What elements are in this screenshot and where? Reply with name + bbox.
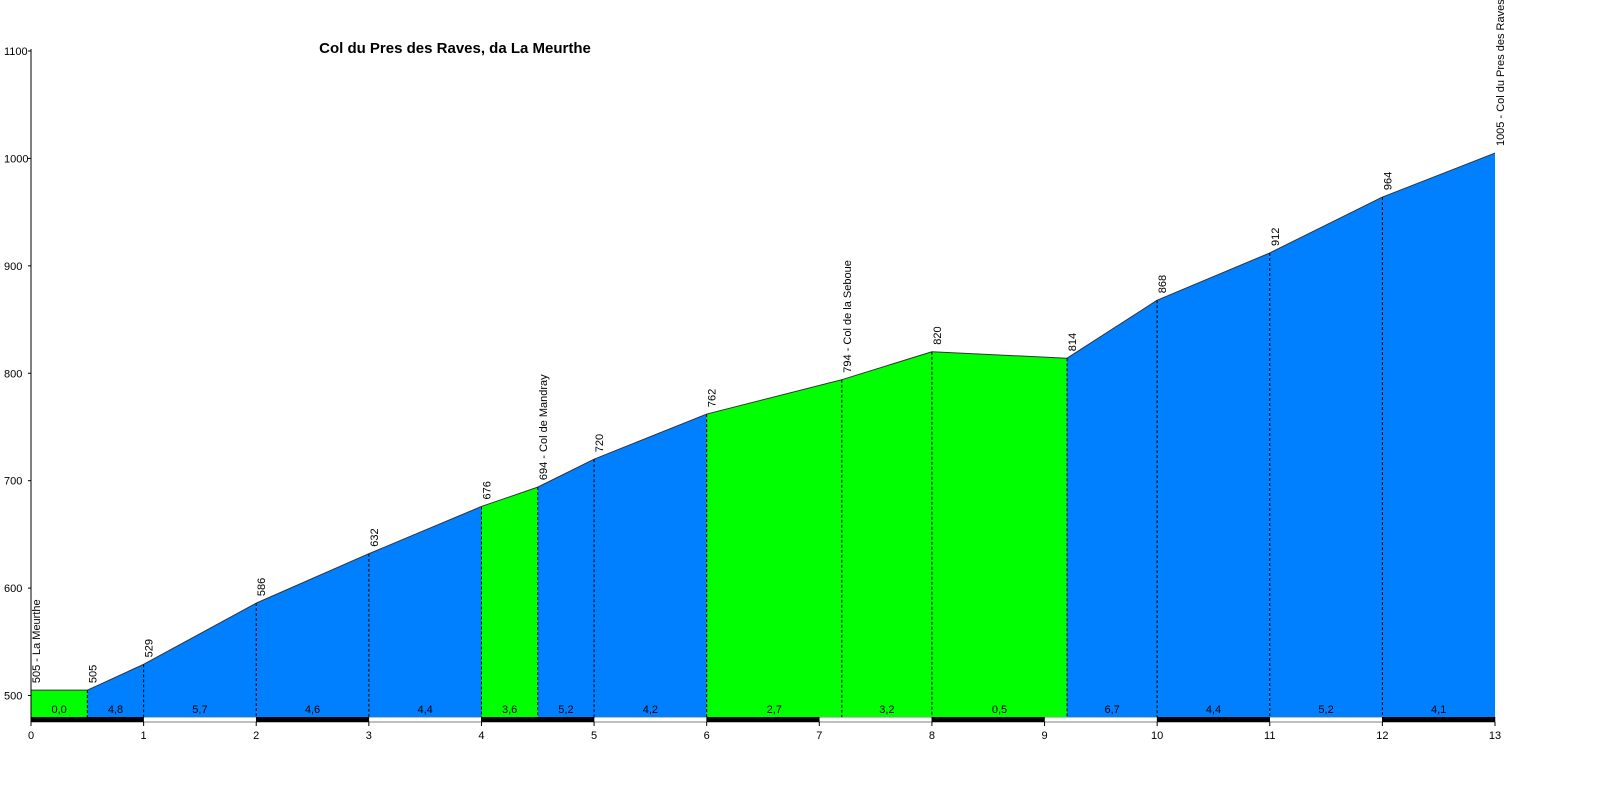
profile-edge — [537, 458, 595, 488]
gradient-label: 4,2 — [643, 704, 658, 716]
gradient-label: 4,8 — [108, 704, 123, 716]
gradient-label: 3,2 — [879, 704, 894, 716]
profile-segment — [1067, 300, 1158, 717]
elevation-label: 794 - Col de la Seboue — [842, 260, 854, 373]
y-tick-label: 700 — [4, 476, 22, 488]
km-strip — [481, 716, 595, 723]
profile-edge — [368, 505, 482, 555]
gradient-label: 5,7 — [192, 704, 207, 716]
elevation-label: 720 — [594, 434, 606, 452]
elevation-label: 586 — [256, 578, 268, 596]
elevation-label: 529 — [144, 639, 156, 657]
profile-edge — [1066, 299, 1158, 359]
x-tick-label: 5 — [591, 730, 597, 742]
profile-edge — [143, 602, 257, 665]
profile-segment — [1157, 252, 1270, 717]
gradient-label: 3,6 — [502, 704, 517, 716]
x-tick-label: 2 — [253, 730, 259, 742]
elevation-label: 694 - Col de Mandray — [538, 374, 550, 480]
gradient-label: 4,4 — [1206, 704, 1221, 716]
y-tick-label: 1100 — [4, 46, 28, 58]
x-tick-label: 9 — [1041, 730, 1047, 742]
profile-segment — [594, 414, 707, 717]
gradient-label: 5,2 — [558, 704, 573, 716]
x-tick-label: 13 — [1489, 730, 1501, 742]
gradient-label: 5,2 — [1318, 704, 1333, 716]
elevation-label: 868 — [1157, 275, 1169, 293]
km-strip — [931, 716, 1045, 723]
x-tick-label: 11 — [1264, 730, 1275, 742]
x-tick-label: 3 — [366, 730, 372, 742]
y-tick-label: 600 — [4, 583, 22, 595]
elevation-label: 505 — [87, 665, 99, 683]
profile-segment — [1382, 153, 1495, 717]
profile-edge — [931, 351, 1068, 359]
km-strip — [1269, 716, 1383, 723]
gradient-label: 6,7 — [1104, 704, 1119, 716]
gradient-label: 0,0 — [52, 704, 67, 716]
x-tick-label: 7 — [816, 730, 822, 742]
profile-segment — [537, 459, 595, 717]
profile-segment — [481, 487, 538, 717]
gradient-label: 0,5 — [992, 704, 1007, 716]
elevation-label: 762 — [707, 389, 719, 407]
profile-edge — [841, 351, 933, 381]
profile-segment — [931, 351, 1068, 717]
gradient-label: 4,6 — [305, 704, 320, 716]
gradient-label: 4,4 — [418, 704, 433, 716]
profile-segment — [1269, 197, 1383, 717]
km-strip — [1156, 716, 1271, 723]
profile-segment — [143, 603, 257, 717]
km-strip — [1382, 716, 1496, 723]
profile-segment — [31, 690, 88, 717]
profile-edge — [87, 663, 144, 691]
y-tick-label: 500 — [4, 691, 22, 703]
x-tick-label: 10 — [1151, 730, 1163, 742]
x-tick-label: 8 — [929, 730, 935, 742]
profile-segment — [706, 379, 842, 717]
x-tick-label: 12 — [1376, 730, 1388, 742]
profile-segment — [841, 351, 932, 717]
x-tick-label: 6 — [704, 730, 710, 742]
x-tick-label: 4 — [478, 730, 484, 742]
profile-edge — [1156, 252, 1270, 301]
km-strip — [819, 716, 933, 723]
elevation-label: 964 — [1382, 172, 1394, 190]
y-tick-label: 800 — [4, 368, 22, 380]
profile-edge — [706, 379, 842, 415]
x-tick-label: 1 — [141, 730, 147, 742]
km-strip — [1044, 716, 1158, 723]
profile-edge — [481, 486, 538, 507]
profile-segment — [87, 664, 144, 717]
profile-edge — [593, 413, 707, 460]
gradient-label: 4,1 — [1431, 704, 1446, 716]
elevation-label: 820 — [932, 326, 944, 344]
profile-edge — [1269, 196, 1383, 254]
km-strip — [706, 716, 820, 723]
km-strip — [368, 716, 482, 723]
y-tick-label: 900 — [4, 261, 22, 273]
km-strip — [143, 716, 257, 723]
elevation-label: 1005 - Col du Pres des Raves — [1495, 0, 1507, 146]
profile-edge — [256, 553, 370, 604]
y-tick-label: 1000 — [4, 153, 28, 165]
elevation-label: 632 — [369, 528, 381, 546]
profile-segment — [368, 506, 482, 717]
elevation-label: 676 — [481, 481, 493, 499]
chart-title: Col du Pres des Raves, da La Meurthe — [319, 40, 591, 57]
km-strip — [30, 716, 144, 723]
km-strip — [255, 716, 370, 723]
elevation-label: 912 — [1270, 228, 1282, 246]
profile-segment — [256, 553, 369, 717]
elevation-label: 814 — [1067, 333, 1079, 351]
profile-edge — [1382, 152, 1496, 198]
x-tick-label: 0 — [28, 730, 34, 742]
gradient-label: 2,7 — [767, 704, 782, 716]
km-strip — [593, 716, 707, 723]
elevation-label: 505 - La Meurthe — [31, 599, 43, 683]
